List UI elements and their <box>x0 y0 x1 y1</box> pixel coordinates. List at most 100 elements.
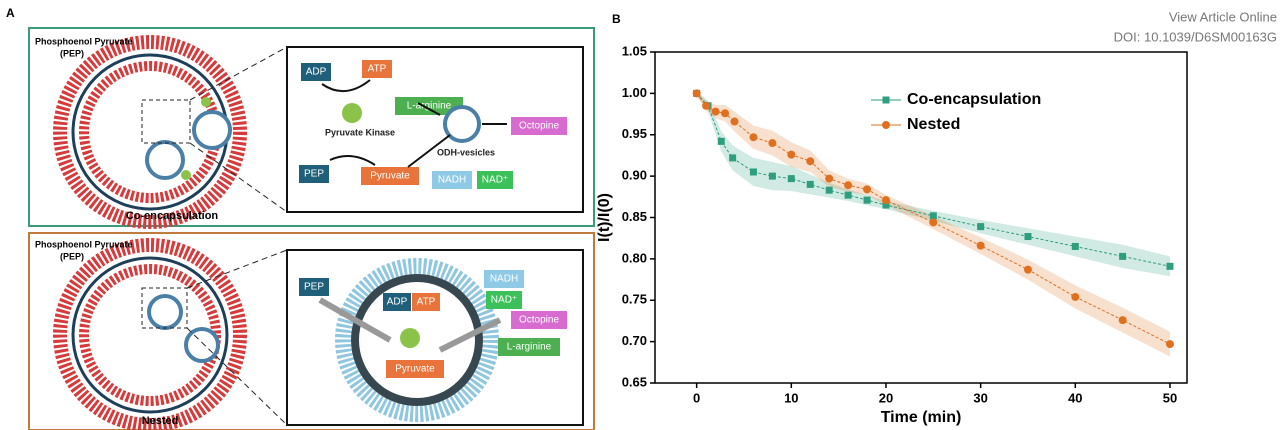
plot-frame <box>654 51 1188 384</box>
vesicle <box>443 105 481 143</box>
marker <box>844 181 853 190</box>
marker <box>1071 242 1079 250</box>
zoom-box <box>141 99 191 144</box>
vesicle <box>145 140 185 180</box>
y-tick-label: 0.65 <box>622 374 647 389</box>
tag <box>299 278 329 296</box>
panel-a-top: Phosphoenol Pyruvate (PEP) Co-encapsulat… <box>28 27 595 229</box>
tag <box>484 270 524 288</box>
legend-label: Nested <box>907 116 960 133</box>
marker <box>730 117 739 126</box>
frame <box>28 232 595 430</box>
tag <box>511 311 567 329</box>
y-tick-label: 0.70 <box>622 333 647 348</box>
tag-text: PEP <box>304 169 324 180</box>
pep-label: Phosphoenol Pyruvate <box>35 239 133 249</box>
tag-text: Pyruvate <box>395 364 435 375</box>
zoom-box <box>141 287 188 329</box>
tag <box>299 165 329 183</box>
caption: Nested <box>142 415 179 427</box>
tag-text: ATP <box>417 297 436 308</box>
x-tick-label: 0 <box>693 390 700 405</box>
vesicle <box>192 110 232 150</box>
legend-marker <box>882 121 890 129</box>
doi: DOI: 10.1039/D6SM00163G <box>1114 29 1277 44</box>
pep-label: Phosphoenol Pyruvate <box>35 36 133 46</box>
marker <box>1165 340 1174 349</box>
x-tick-label: 50 <box>1163 390 1177 405</box>
marker <box>863 196 871 204</box>
view-article: View Article Online <box>1169 9 1277 24</box>
y-tick-label: 0.75 <box>622 292 647 307</box>
tag <box>412 293 440 311</box>
panel-label: B <box>612 12 621 26</box>
marker <box>825 186 833 194</box>
marker <box>882 201 890 209</box>
marker <box>702 101 711 110</box>
marker <box>768 139 777 148</box>
marker <box>717 137 725 145</box>
marker <box>1024 233 1032 241</box>
y-tick-label: 1.00 <box>622 85 647 100</box>
marker <box>787 150 796 159</box>
vesicle <box>184 327 220 363</box>
pep-label: (PEP) <box>60 48 84 58</box>
marker <box>863 185 872 194</box>
tag-text: ADP <box>306 67 327 78</box>
enzyme <box>342 103 362 123</box>
frame <box>28 27 595 227</box>
marker <box>721 109 730 118</box>
marker <box>787 175 795 183</box>
vesicle <box>147 294 183 330</box>
membrane <box>335 258 499 422</box>
tag <box>511 117 567 135</box>
y-tick-label: 0.80 <box>622 250 647 265</box>
arrow <box>318 297 502 353</box>
x-tick-label: 30 <box>973 390 987 405</box>
marker <box>1118 316 1127 325</box>
tag-text: Octopine <box>519 121 559 132</box>
tag-text: Octopine <box>519 315 559 326</box>
membrane <box>53 238 247 430</box>
marker <box>806 157 815 166</box>
membrane <box>53 35 247 229</box>
enzyme <box>181 170 191 180</box>
marker <box>806 180 814 188</box>
tag-text: ATP <box>368 64 387 75</box>
marker <box>976 241 985 250</box>
tag-text: NAD⁺ <box>482 175 508 186</box>
tag-text: NADH <box>438 175 466 186</box>
tag-text: NAD⁺ <box>491 295 517 306</box>
marker <box>844 191 852 199</box>
caption: Co-encapsulation <box>126 210 219 222</box>
tag-text: NADH <box>490 274 518 285</box>
zoom-line <box>186 327 288 426</box>
pep-label: (PEP) <box>60 251 84 261</box>
tag <box>477 171 513 189</box>
tag-text: L-arginine <box>407 101 452 112</box>
marker <box>749 133 758 142</box>
marker <box>825 174 834 183</box>
tag <box>486 291 522 309</box>
marker <box>929 218 938 227</box>
marker <box>768 172 776 180</box>
marker <box>711 107 720 116</box>
y-tick-label: 0.85 <box>622 209 647 224</box>
tag <box>362 60 392 78</box>
marker <box>1166 262 1174 270</box>
x-tick-label: 40 <box>1068 390 1082 405</box>
tag-text: ADP <box>387 297 408 308</box>
panel-a-bottom: Phosphoenol Pyruvate (PEP) Nested PEP AD… <box>28 232 595 430</box>
vesicle-label: ODH-vesicles <box>437 147 495 157</box>
x-tick-label: 20 <box>879 390 893 405</box>
marker <box>1071 292 1080 301</box>
y-tick-label: 1.05 <box>622 43 647 58</box>
tag-text: L-arginine <box>507 342 552 353</box>
marker <box>749 168 757 176</box>
y-tick-label: 0.90 <box>622 168 647 183</box>
tag-text: Pyruvate <box>370 171 410 182</box>
panel-label: A <box>6 6 15 20</box>
zoom-line <box>189 46 288 101</box>
enzyme-label: Pyruvate Kinase <box>325 127 395 137</box>
y-axis-title: I(t)/I(0) <box>596 193 613 242</box>
